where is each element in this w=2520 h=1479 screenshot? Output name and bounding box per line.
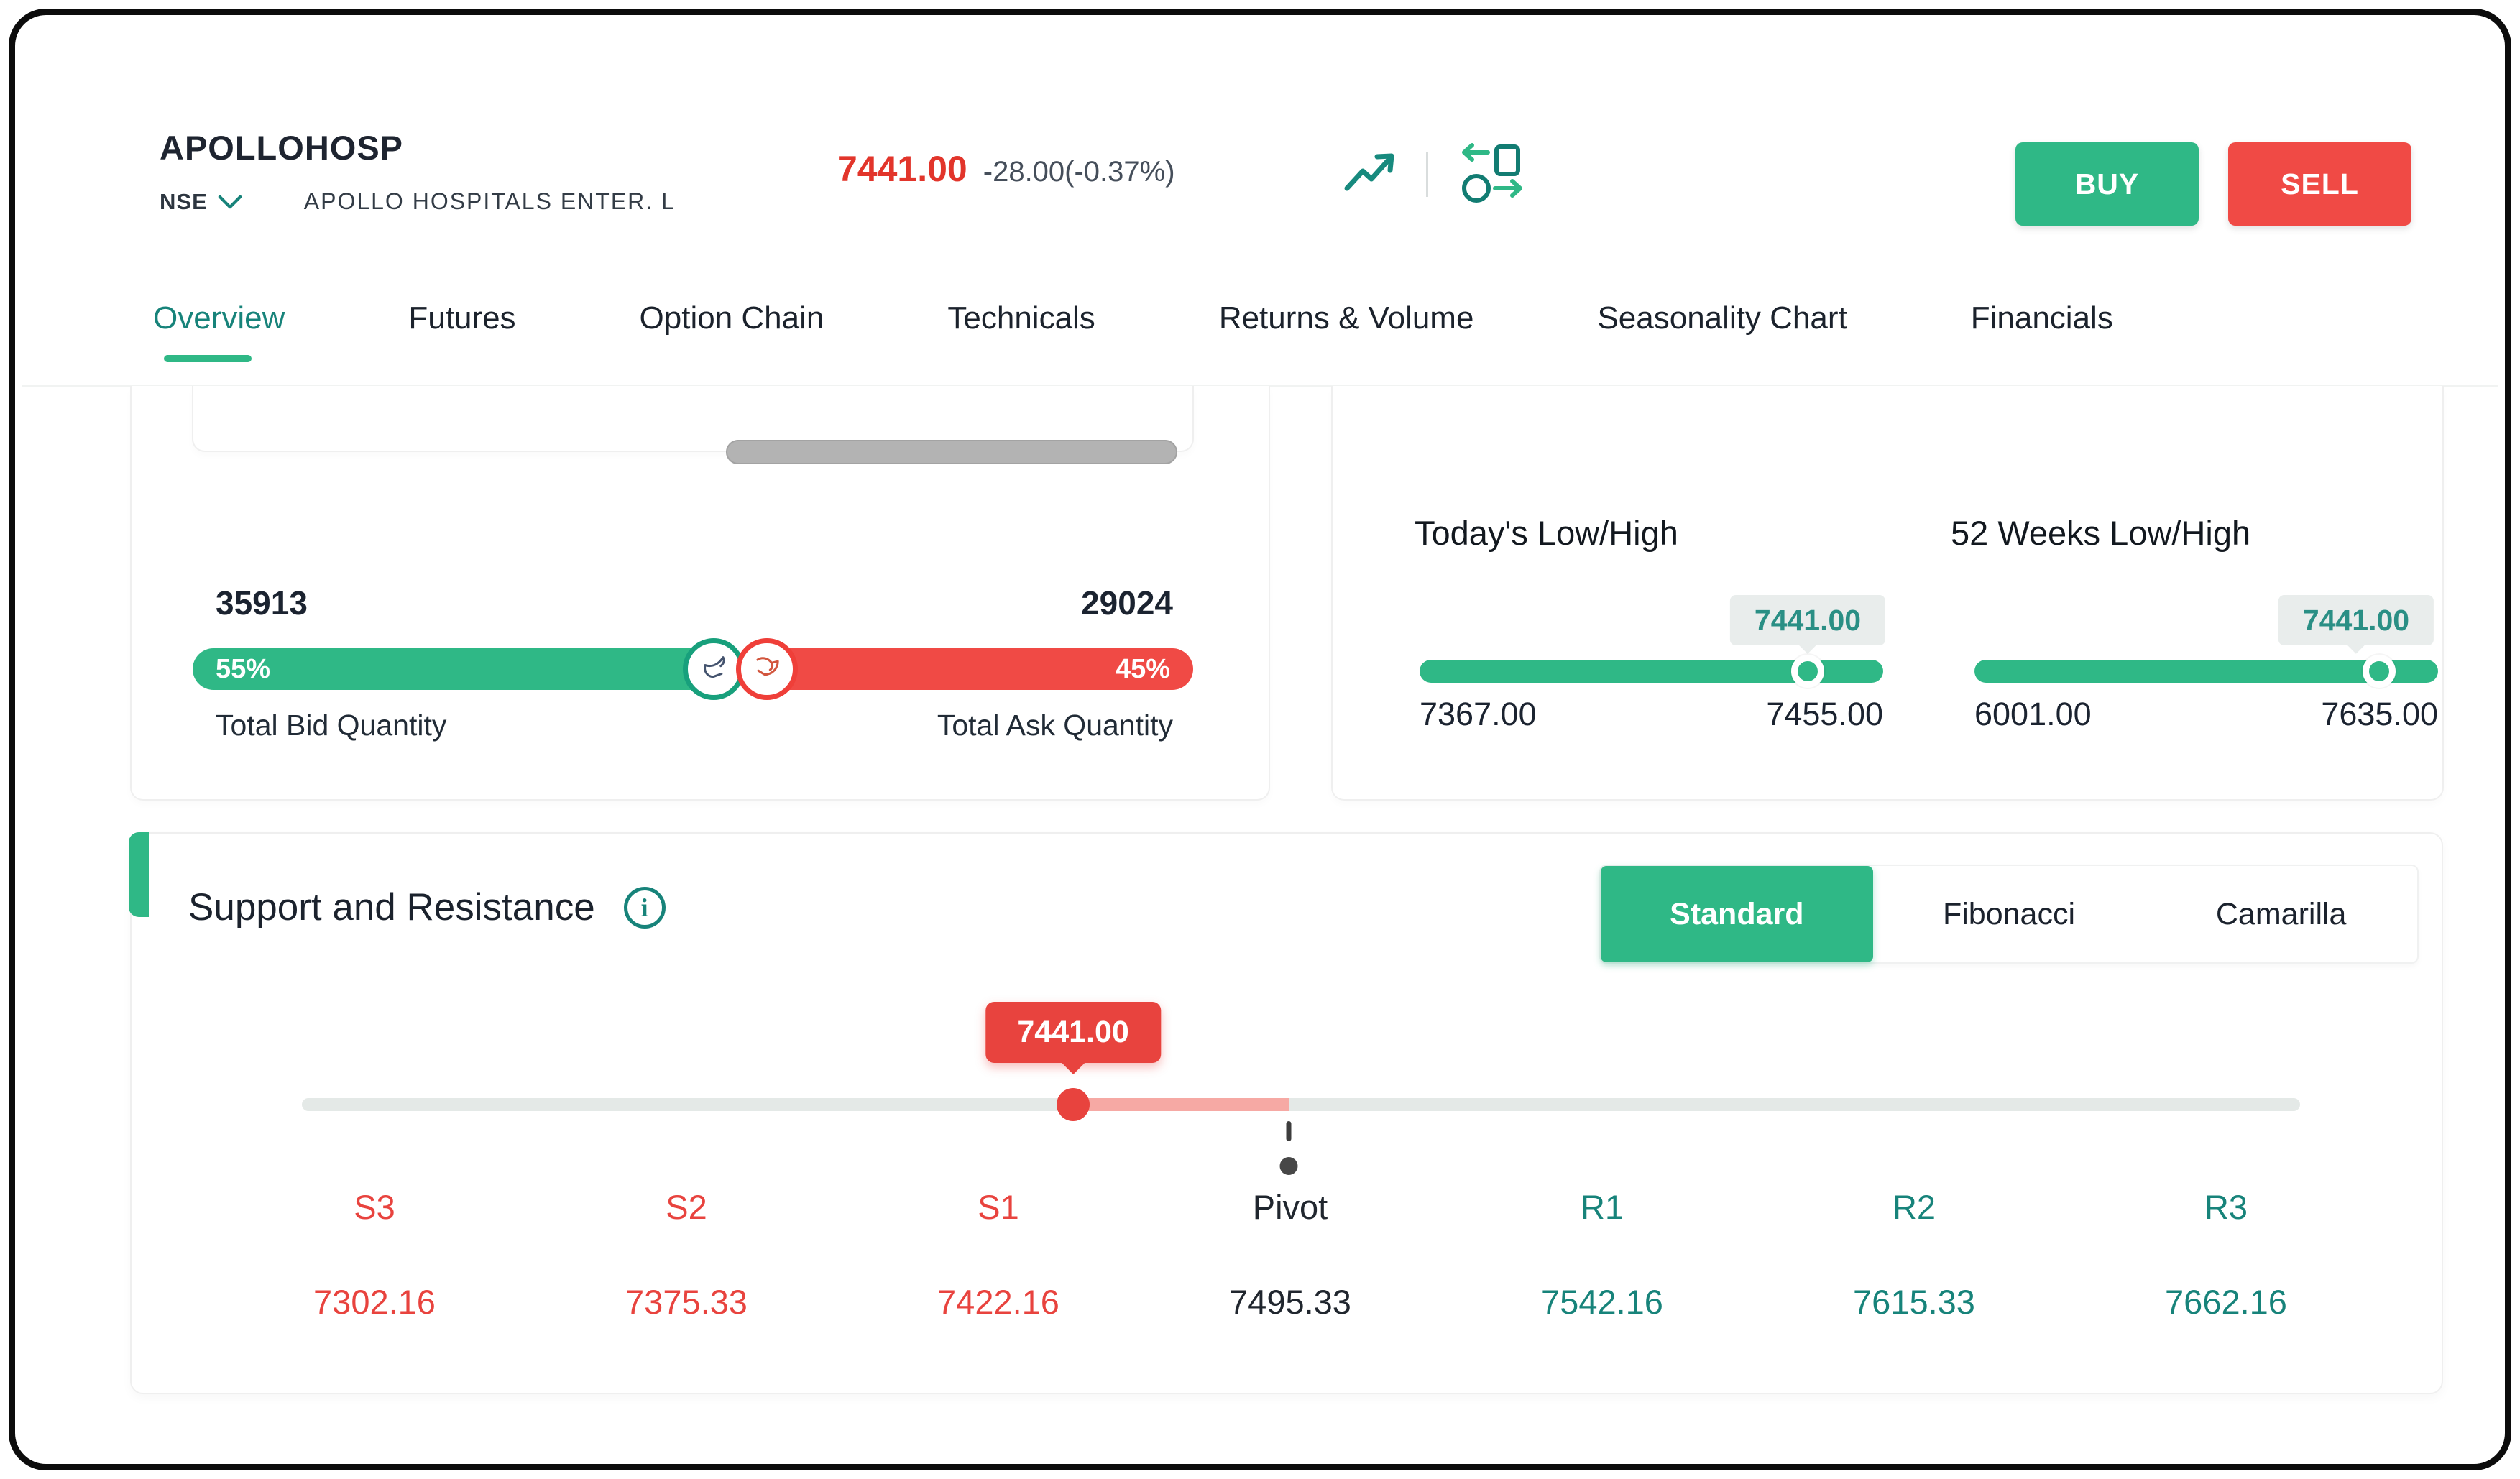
tab-futures[interactable]: Futures (408, 300, 516, 336)
sr-level-label-r3: R3 (2204, 1188, 2248, 1226)
bid-percent-bar: 55% (193, 648, 726, 690)
week52-range-marker (2363, 655, 2396, 688)
chevron-down-icon (218, 195, 242, 208)
today-range-title: Today's Low/High (1415, 514, 1678, 552)
total-bid-quantity-value: 35913 (216, 584, 308, 622)
ask-percent-bar: 45% (737, 648, 1193, 690)
sr-method-toggle: Standard Fibonacci Camarilla (1599, 865, 2419, 964)
info-icon[interactable]: i (623, 886, 666, 929)
today-range-marker (1790, 655, 1824, 688)
week52-range-bar (1974, 655, 2438, 688)
sr-level-label-pivot: Pivot (1252, 1188, 1328, 1226)
week52-high-value: 7635.00 (2321, 696, 2438, 732)
bear-badge (736, 638, 798, 700)
last-price: 7441.00 (837, 149, 967, 189)
sr-level-value-r2: 7615.33 (1853, 1283, 1975, 1321)
sell-button[interactable]: SELL (2228, 142, 2411, 226)
sr-pivot-tick (1286, 1121, 1292, 1141)
price-row: 7441.00 -28.00(-0.37%) (837, 148, 1175, 190)
today-high-value: 7455.00 (1766, 696, 1883, 732)
tab-bar: Overview Futures Option Chain Technicals… (153, 300, 2113, 375)
company-name: APOLLO HOSPITALS ENTER. L (303, 188, 676, 214)
section-accent-bar (129, 832, 149, 917)
week52-range-title: 52 Weeks Low/High (1951, 514, 2251, 552)
total-ask-quantity-label: Total Ask Quantity (937, 709, 1173, 742)
sr-level-value-r3: 7662.16 (2165, 1283, 2287, 1321)
sr-level-value-s1: 7422.16 (937, 1283, 1059, 1321)
sr-level-label-r1: R1 (1580, 1188, 1624, 1226)
sr-price-tooltip: 7441.00 (985, 1002, 1161, 1063)
today-current-badge: 7441.00 (1729, 595, 1886, 645)
bid-ask-ratio-bar: 55% 45% (193, 638, 1193, 700)
trend-chart-icon[interactable] (1343, 149, 1397, 195)
sr-level-label-s1: S1 (978, 1188, 1019, 1226)
tab-option-chain[interactable]: Option Chain (639, 300, 824, 336)
bear-icon (756, 657, 779, 676)
buy-button[interactable]: BUY (2015, 142, 2199, 226)
sr-method-camarilla[interactable]: Camarilla (2215, 896, 2347, 931)
sr-level-label-s3: S3 (354, 1188, 395, 1226)
sr-current-price-dot (1057, 1088, 1090, 1121)
sr-level-label-s2: S2 (666, 1188, 707, 1226)
bid-percent-label: 55% (216, 653, 271, 684)
header-divider (1426, 152, 1428, 197)
total-bid-quantity-label: Total Bid Quantity (216, 709, 447, 742)
week52-low-value: 6001.00 (1974, 696, 2092, 732)
bull-icon (704, 656, 725, 678)
price-change: -28.00(-0.37%) (983, 156, 1175, 188)
sr-level-value-r1: 7542.16 (1541, 1283, 1663, 1321)
stock-symbol: APOLLOHOSP (160, 129, 404, 167)
ranges-card (1331, 386, 2444, 801)
tab-returns-volume[interactable]: Returns & Volume (1218, 300, 1474, 336)
sr-price-track: 7441.00 (302, 1002, 2300, 1175)
tab-seasonality-chart[interactable]: Seasonality Chart (1597, 300, 1847, 336)
ask-percent-label: 45% (1115, 653, 1170, 684)
sr-level-label-r2: R2 (1892, 1188, 1936, 1226)
today-range-bar (1420, 655, 1883, 688)
sr-level-value-s2: 7375.33 (625, 1283, 748, 1321)
sr-method-fibonacci[interactable]: Fibonacci (1942, 896, 2076, 931)
sr-title-row: Support and Resistance i (188, 885, 666, 929)
sr-section-title: Support and Resistance (188, 886, 595, 929)
horizontal-scrollbar[interactable] (726, 440, 1177, 464)
week52-current-badge: 7441.00 (2278, 595, 2434, 645)
exchange-label: NSE (160, 188, 208, 214)
exchange-selector[interactable]: NSE (160, 189, 242, 215)
sr-level-value-s3: 7302.16 (313, 1283, 436, 1321)
tab-overview[interactable]: Overview (153, 300, 285, 375)
sr-level-value-pivot: 7495.33 (1229, 1283, 1351, 1321)
today-low-value: 7367.00 (1420, 696, 1537, 732)
tab-technicals[interactable]: Technicals (947, 300, 1095, 336)
compare-swap-icon[interactable] (1461, 141, 1524, 206)
exchange-row: NSE APOLLO HOSPITALS ENTER. L (160, 188, 676, 215)
total-ask-quantity-value: 29024 (1081, 584, 1173, 622)
sr-method-standard[interactable]: Standard (1601, 866, 1873, 962)
sr-pivot-dot (1279, 1157, 1298, 1175)
sr-price-to-pivot-segment (1073, 1098, 1289, 1111)
tab-financials[interactable]: Financials (1970, 300, 2113, 336)
